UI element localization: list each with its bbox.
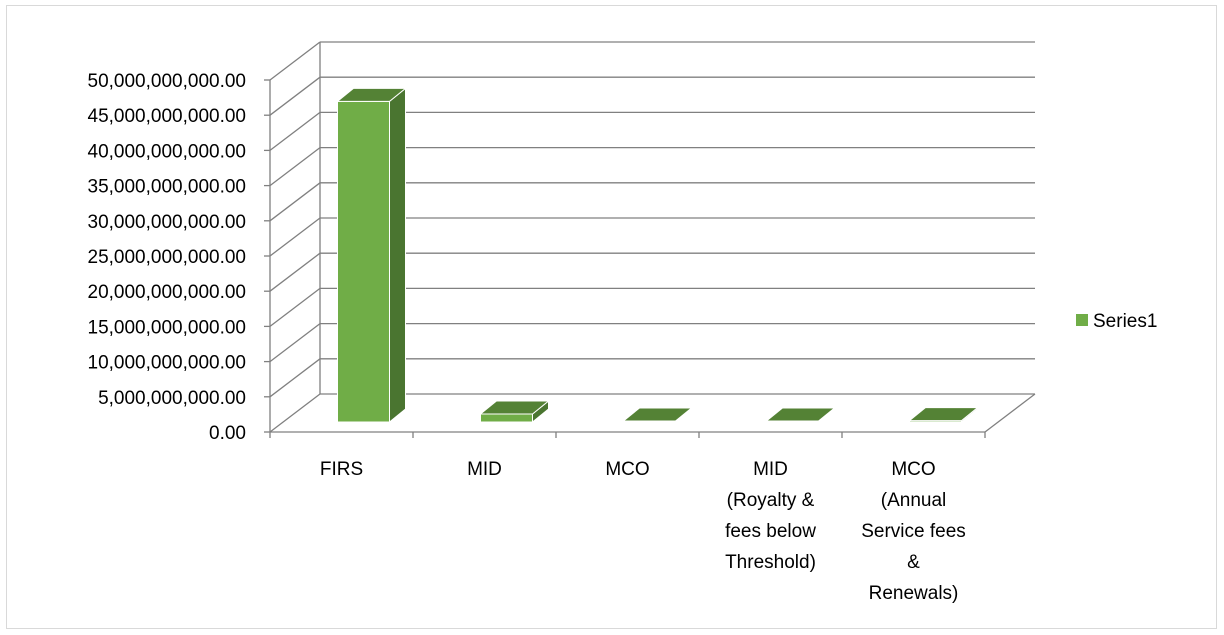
side-wall-gridline: [269, 147, 321, 187]
x-tick-label: Service fees: [861, 521, 966, 542]
y-tick-label: 20,000,000,000.00: [88, 282, 247, 303]
side-wall-gridline: [269, 217, 321, 257]
side-wall-gridline: [269, 182, 321, 222]
x-tick-label: FIRS: [320, 459, 363, 480]
y-tick-label: 15,000,000,000.00: [88, 317, 247, 338]
floor-edge: [984, 393, 1036, 433]
x-tick-label: Threshold): [725, 552, 816, 573]
bar-top: [622, 407, 693, 422]
bar-top: [765, 407, 836, 422]
x-tick-label: MID: [467, 459, 502, 480]
x-tick-label: (Royalty &: [727, 490, 815, 511]
legend-swatch: [1076, 314, 1088, 326]
x-tick-label: &: [907, 552, 920, 573]
side-wall-gridline: [269, 287, 321, 327]
legend-label: Series1: [1093, 311, 1157, 332]
bar: [480, 413, 533, 423]
x-tick-label: MCO: [891, 459, 935, 480]
y-tick-label: 0.00: [209, 423, 246, 444]
chart-frame: [6, 5, 1217, 629]
y-tick-label: 5,000,000,000.00: [98, 388, 246, 409]
side-wall-gridline: [269, 41, 321, 81]
bar-side: [389, 87, 406, 424]
x-tick-label: MID: [753, 459, 788, 480]
x-tick-label: fees below: [725, 521, 816, 542]
x-tick-label: MCO: [605, 459, 649, 480]
y-tick-label: 50,000,000,000.00: [88, 71, 247, 92]
side-wall-gridline: [269, 323, 321, 363]
side-wall-gridline: [269, 358, 321, 398]
x-tick-label: Renewals): [869, 583, 959, 604]
y-tick-label: 45,000,000,000.00: [88, 106, 247, 127]
y-tick-label: 30,000,000,000.00: [88, 212, 247, 233]
y-tick-label: 35,000,000,000.00: [88, 177, 247, 198]
side-wall-gridline: [269, 76, 321, 116]
y-tick-label: 40,000,000,000.00: [88, 141, 247, 162]
side-wall-gridline: [269, 111, 321, 151]
x-tick-label: (Annual: [881, 490, 947, 511]
bar-top: [908, 407, 979, 422]
bar: [337, 100, 390, 423]
y-tick-label: 10,000,000,000.00: [88, 353, 247, 374]
bar-top: [479, 400, 550, 415]
y-tick-label: 25,000,000,000.00: [88, 247, 247, 268]
bar-top: [336, 87, 407, 102]
side-wall-gridline: [269, 393, 321, 433]
side-wall-gridline: [269, 252, 321, 292]
